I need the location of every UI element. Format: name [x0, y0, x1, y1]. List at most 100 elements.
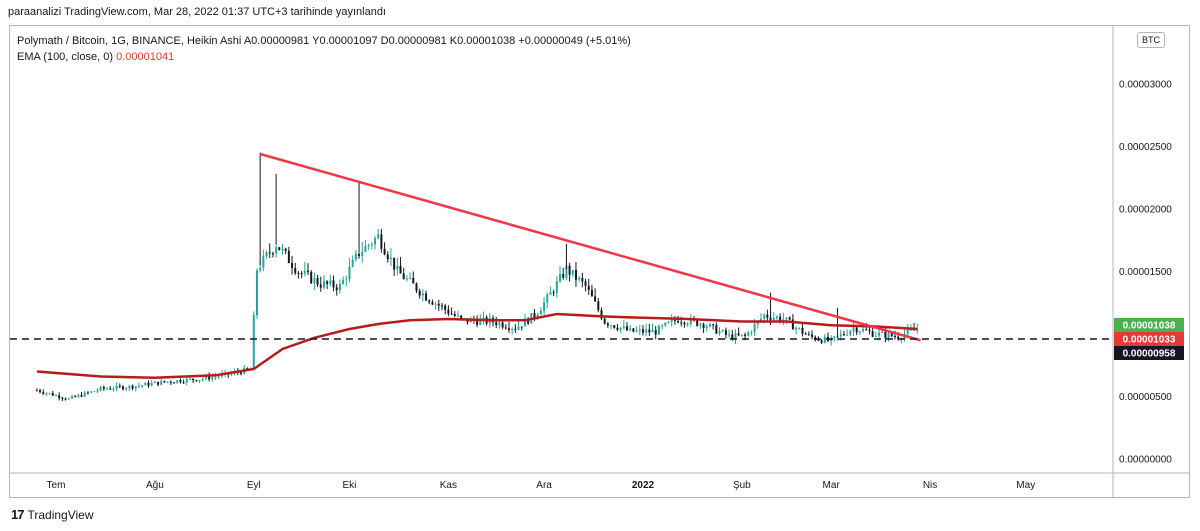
- candle-body: [192, 378, 195, 381]
- candle-body: [677, 321, 680, 323]
- candle-body: [434, 303, 437, 305]
- candle-body: [179, 380, 182, 383]
- legend-symbol-line: Polymath / Bitcoin, 1G, BINANCE, Heikin …: [17, 33, 631, 49]
- candle-body: [383, 248, 386, 255]
- candle-body: [718, 331, 721, 334]
- candle-body: [141, 385, 144, 387]
- candle-body: [683, 322, 686, 325]
- candle-body: [581, 277, 584, 282]
- candle-body: [782, 319, 785, 322]
- candle-body: [51, 393, 54, 396]
- candle-body: [734, 333, 737, 340]
- candle-body: [128, 385, 131, 389]
- candle-body: [804, 333, 807, 335]
- candle-body: [374, 238, 376, 245]
- tradingview-logo[interactable]: 17 TradingView: [11, 507, 94, 522]
- candle-body: [479, 319, 482, 325]
- candle-body: [300, 273, 303, 275]
- candle-body: [622, 326, 625, 328]
- candle-body: [763, 314, 766, 319]
- candle-body: [769, 317, 772, 320]
- candle-body: [428, 300, 431, 303]
- candle-body: [198, 379, 201, 382]
- candle-body: [39, 390, 42, 393]
- candle-body: [482, 317, 485, 320]
- tradingview-mark-icon: 17: [11, 507, 25, 522]
- candle-body: [265, 252, 268, 256]
- candle-body: [99, 387, 102, 391]
- x-tick-label: Şub: [733, 480, 751, 491]
- candle-body: [498, 322, 501, 326]
- candle-body: [291, 263, 294, 269]
- candle-body: [501, 322, 504, 328]
- candle-body: [230, 373, 233, 375]
- candle-body: [744, 334, 747, 336]
- candle-body: [412, 277, 415, 284]
- candle-body: [214, 376, 217, 378]
- candle-body: [440, 305, 443, 307]
- candle-body: [131, 385, 134, 389]
- candle-body: [562, 273, 565, 278]
- y-tick-label: 0.00000000: [1119, 455, 1172, 466]
- candle-body: [651, 329, 654, 333]
- price-badge: [1114, 332, 1184, 346]
- candle-body: [310, 271, 313, 284]
- candle-body: [568, 265, 571, 275]
- legend-symbol: Polymath / Bitcoin, 1G, BINANCE, Heikin …: [17, 35, 242, 47]
- x-tick-label: 2022: [632, 480, 655, 491]
- candle-body: [450, 313, 453, 315]
- candle-body: [166, 381, 169, 383]
- y-axis-ticks: 0.00003000 0.00002500 0.00002000 0.00001500…: [1119, 80, 1172, 466]
- candle-body: [533, 313, 536, 318]
- candle-body: [421, 293, 424, 296]
- candle-body: [351, 259, 354, 267]
- y-tick-label: 0.00003000: [1119, 80, 1172, 91]
- candle-body: [64, 398, 67, 400]
- chart-frame: [9, 25, 1190, 498]
- candle-body: [788, 317, 791, 320]
- candle-body: [278, 247, 281, 251]
- currency-button[interactable]: BTC: [1137, 32, 1165, 48]
- candle-body: [874, 335, 877, 337]
- candle-body: [664, 322, 667, 326]
- candle-body: [616, 327, 619, 330]
- candle-body: [571, 269, 574, 275]
- x-tick-label: Ağu: [146, 480, 164, 491]
- candle-body: [393, 257, 396, 270]
- candle-body: [45, 393, 48, 395]
- tradingview-brand: TradingView: [27, 507, 94, 522]
- candle-body: [504, 327, 507, 329]
- candle-body: [632, 328, 635, 332]
- candle-body: [523, 318, 526, 327]
- candle-body: [543, 302, 546, 311]
- candle-body: [517, 326, 520, 330]
- candle-body: [77, 394, 80, 397]
- x-tick-label: Eyl: [247, 480, 261, 491]
- candle-body: [603, 318, 606, 324]
- x-axis-ticks: Tem Ağu Eyl Eki Kas Ara 2022 Şub Mar Nis May: [47, 480, 1036, 491]
- legend-ema-line: EMA (100, close, 0) 0.00001041: [17, 49, 631, 65]
- candle-body: [696, 319, 699, 326]
- candle-body: [80, 394, 83, 397]
- candle-body: [795, 327, 798, 330]
- candle-body: [112, 388, 115, 390]
- price-badge-label: 0.00001038: [1123, 321, 1176, 332]
- candle-body: [431, 302, 434, 305]
- candle-body: [188, 378, 191, 380]
- candle-body: [514, 328, 517, 330]
- candle-body: [329, 280, 332, 284]
- candle-body: [619, 327, 622, 330]
- candle-body: [134, 386, 137, 389]
- candle-body: [389, 257, 392, 260]
- candle-body: [574, 269, 577, 280]
- x-tick-label: Eki: [343, 480, 357, 491]
- candle-body: [731, 334, 734, 340]
- candle-body: [661, 325, 664, 327]
- candle-body: [338, 283, 341, 290]
- ema-line: [36, 312, 918, 380]
- candle-body: [823, 336, 826, 343]
- candle-body: [539, 310, 542, 315]
- x-tick-label: May: [1016, 480, 1035, 491]
- candle-body: [380, 234, 383, 249]
